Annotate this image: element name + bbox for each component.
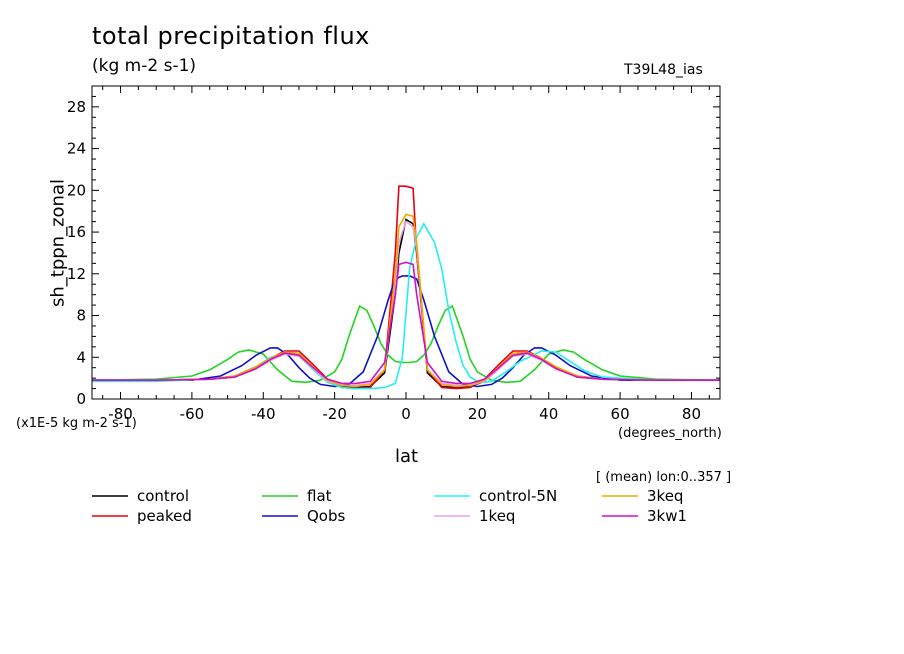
x-tick-label: 0	[401, 405, 411, 423]
legend-label: 1keq	[479, 507, 515, 525]
plot-frame	[91, 85, 721, 400]
x-tick-label: 80	[682, 405, 701, 423]
x-tick-label: 40	[539, 405, 558, 423]
y-tick-label: 0	[76, 390, 86, 408]
plot-lines	[91, 185, 721, 390]
x-axis-units: (degrees_north)	[618, 426, 722, 441]
y-tick-label: 28	[67, 98, 86, 116]
series-line-control-5n	[92, 222, 720, 390]
x-tick-label: -60	[180, 405, 205, 423]
series-line-flat	[91, 304, 721, 384]
legend-label: flat	[307, 487, 332, 505]
series-line-qobs	[92, 275, 720, 388]
x-axis-label: lat	[395, 446, 419, 467]
chart-title: total precipitation flux	[92, 22, 370, 50]
series-line-3keq	[92, 213, 720, 388]
x-tick-label: -80	[108, 405, 133, 423]
legend-label: 3keq	[647, 487, 683, 505]
y-tick-label: 8	[76, 307, 86, 325]
y-scale-note: (x1E-5 kg m-2 s-1)	[16, 416, 137, 431]
mean-note: [ (mean) lon:0..357 ]	[596, 470, 732, 485]
y-tick-label: 12	[67, 265, 86, 283]
x-tick-label: 20	[468, 405, 487, 423]
legend-label: control-5N	[479, 487, 557, 505]
y-tick-label: 24	[67, 140, 86, 158]
chart-units: (kg m-2 s-1)	[92, 56, 197, 76]
x-tick-label: -40	[251, 405, 276, 423]
run-label: T39L48_ias	[624, 62, 703, 78]
y-tick-label: 16	[67, 223, 86, 241]
legend-label: control	[137, 487, 189, 505]
y-tick-label: 4	[76, 348, 86, 366]
axes: -80 -60 -40 -20 0 20 40 60 80 0 4 8 12 16 20 24 28	[67, 85, 721, 423]
series-line-3kw1	[92, 261, 720, 385]
legend-label: 3kw1	[647, 507, 687, 525]
legend: control flat control-5N 3keq peaked Qobs 1keq 3…	[92, 487, 687, 525]
x-tick-label: 60	[611, 405, 630, 423]
legend-label: peaked	[137, 507, 192, 525]
legend-label: Qobs	[307, 507, 346, 525]
series-line-peaked	[92, 185, 720, 390]
series-line-1keq	[92, 220, 720, 387]
x-tick-label: -20	[322, 405, 347, 423]
y-tick-label: 20	[67, 181, 86, 199]
